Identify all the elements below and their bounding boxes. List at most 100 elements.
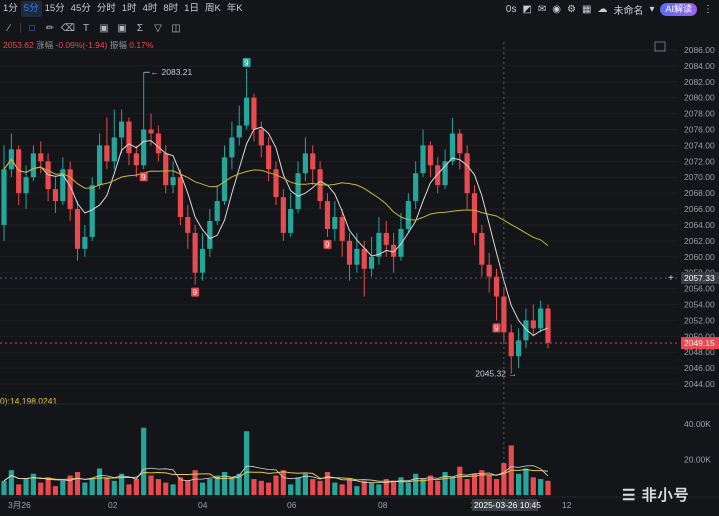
candle-body [23,177,29,194]
high-annotation: ← 2083.21 [151,67,193,77]
eraser-tool-icon[interactable]: ⌫ [60,22,76,34]
timeframe-8[interactable]: 1日 [184,3,199,14]
price-tick-16: 2076.00 [684,125,715,135]
cloud-icon[interactable]: ☁ [597,3,608,15]
candle-body [361,248,367,269]
crop-tool-icon[interactable]: □ [28,22,36,34]
volume-bar [346,479,353,495]
volume-bar [1,480,7,495]
candle-body [207,220,213,249]
camera-icon[interactable]: ◩ [522,3,532,15]
adjust-icon[interactable]: ◉ [552,3,562,15]
ai-interpret-button[interactable]: AI解读 [660,2,697,16]
ma-long-line [3,158,549,246]
candle-body [16,149,22,194]
info-change: -0.09%(-1.94) [55,40,108,50]
candle-body [383,232,389,245]
timeframe-7[interactable]: 8时 [163,3,179,14]
volume-bar [266,482,272,495]
price-tick-12: 2068.00 [684,188,715,198]
crosshair-time-tag [471,499,538,511]
candle-body [376,232,382,257]
candle-body [177,177,184,217]
candle-body [493,276,500,297]
countdown: 0s [505,3,517,15]
line-tool-icon[interactable]: ∕ [8,22,10,34]
volume-bar [89,479,95,495]
candle-body [185,217,191,233]
price-tick-21: 2086.00 [684,45,715,55]
chevron-down-icon[interactable]: ▾ [649,3,655,15]
price-tick-3: 2050.00 [684,331,715,341]
timeframe-3[interactable]: 45分 [70,3,91,14]
timeframe-0[interactable]: 1分 [3,3,18,14]
volume-bar [515,473,522,495]
candle-body [332,217,338,229]
volume-bar [177,477,184,495]
candle-body [82,236,88,249]
volume-bar [273,475,279,495]
grid-icon[interactable]: ▦ [582,3,592,15]
volume-bar [457,466,463,495]
volume-bar [523,468,529,495]
indicator-icon[interactable]: Σ [136,22,144,34]
volume-bar [214,475,220,495]
volume-bar [96,468,103,495]
gear-icon[interactable]: ⚙ [567,3,576,15]
more-icon[interactable]: ⋮ [703,3,713,15]
volume-bar [420,479,426,495]
fullscreen-icon [654,41,666,52]
pen-tool-icon[interactable]: ✏ [45,22,55,34]
candle-body [295,173,301,210]
price-tick-11: 2066.00 [684,204,715,214]
text-tool-icon[interactable]: T [82,22,90,34]
candle-body [523,320,529,341]
timeframe-6[interactable]: 4时 [142,3,158,14]
price-tick-8: 2060.00 [684,252,715,262]
timeframe-1[interactable]: 5分 [20,1,42,17]
volume-bar [310,479,316,495]
price-tick-0: 2044.00 [684,379,715,389]
volume-bar [545,480,551,495]
trash-icon[interactable]: ◫ [171,22,181,34]
plus-icon: + [668,273,674,284]
lock-icon[interactable]: ▣ [99,22,109,34]
crosshair-time: 2025-03-26 10:45 [474,500,541,510]
volume-bar [243,431,250,495]
volume-bar [185,480,191,495]
timeframe-4[interactable]: 分时 [96,3,116,14]
timeframe-5[interactable]: 1时 [121,3,137,14]
volume-bar [449,477,456,495]
volume-bar [111,480,117,495]
camera-tool-icon[interactable]: ▣ [117,22,127,34]
candle-body [317,169,323,202]
timeframe-9[interactable]: 周K [204,3,221,14]
candle-body [435,165,441,186]
candle-body [324,201,331,229]
layout-name[interactable]: 未命名 [613,5,644,17]
info-price: 2053.62 [3,40,34,50]
volume-bar [413,473,419,495]
candle-body [310,153,316,170]
bell-icon[interactable]: ✉ [537,3,547,15]
volume-bar [427,475,433,495]
timeframe-10[interactable]: 年K [226,3,243,14]
candle-body [530,320,536,329]
x-tick-6: 12 [562,500,572,510]
volume-bar [170,484,176,495]
volume-bar [486,475,492,495]
volume-bar [23,479,29,495]
timeframe-2[interactable]: 15分 [44,3,65,14]
candle-body [280,197,286,233]
volume-bar [339,484,345,495]
filter-icon[interactable]: ▽ [154,22,162,34]
x-tick-0: 3月26 [8,500,31,510]
volume-bar [45,477,51,495]
td-marker-label: 9 [141,173,146,182]
volume-bar [332,482,338,495]
price-tick-10: 2064.00 [684,220,715,230]
volume-bar [8,470,14,495]
x-tick-3: 06 [287,500,297,510]
x-tick-2: 04 [198,500,208,510]
